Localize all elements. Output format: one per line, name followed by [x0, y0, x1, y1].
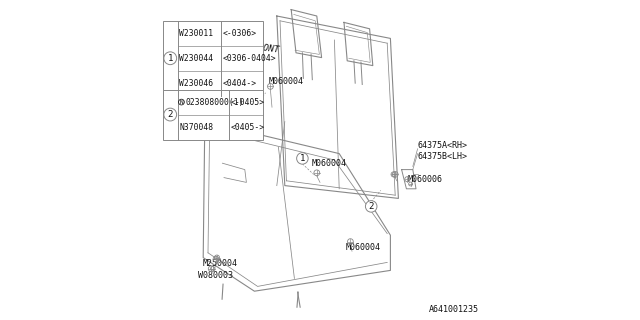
Text: 64375B<LH>: 64375B<LH>: [418, 152, 468, 161]
Text: M060004: M060004: [312, 159, 347, 168]
Circle shape: [297, 153, 308, 164]
Text: M060004: M060004: [346, 244, 381, 252]
Text: M060004: M060004: [269, 77, 304, 86]
Text: 1: 1: [168, 54, 173, 63]
Text: N: N: [180, 100, 183, 105]
Bar: [163, 90, 263, 140]
Bar: [163, 21, 263, 96]
Text: A641001235: A641001235: [428, 305, 479, 314]
Text: W230011: W230011: [179, 29, 213, 38]
Text: FRONT: FRONT: [252, 42, 280, 54]
Text: 2: 2: [168, 110, 173, 119]
Text: 1: 1: [300, 154, 305, 163]
Text: <-0405>: <-0405>: [230, 98, 264, 107]
Circle shape: [244, 101, 255, 113]
Text: W080003: W080003: [198, 271, 234, 280]
Text: <0306-0404>: <0306-0404>: [223, 54, 276, 63]
Text: <0404->: <0404->: [223, 79, 257, 88]
Text: W230044: W230044: [179, 54, 213, 63]
Text: M060006: M060006: [408, 175, 443, 184]
Text: W230046: W230046: [179, 79, 213, 88]
Text: <-0306>: <-0306>: [223, 29, 257, 38]
Text: <0405->: <0405->: [230, 123, 264, 132]
Text: 64375A<RH>: 64375A<RH>: [418, 141, 468, 150]
Circle shape: [365, 201, 377, 212]
Text: 2: 2: [369, 202, 374, 211]
Text: M250004: M250004: [202, 260, 237, 268]
Text: 023808000(1): 023808000(1): [186, 98, 244, 107]
Text: N370048: N370048: [180, 123, 214, 132]
Text: 1: 1: [247, 103, 252, 112]
